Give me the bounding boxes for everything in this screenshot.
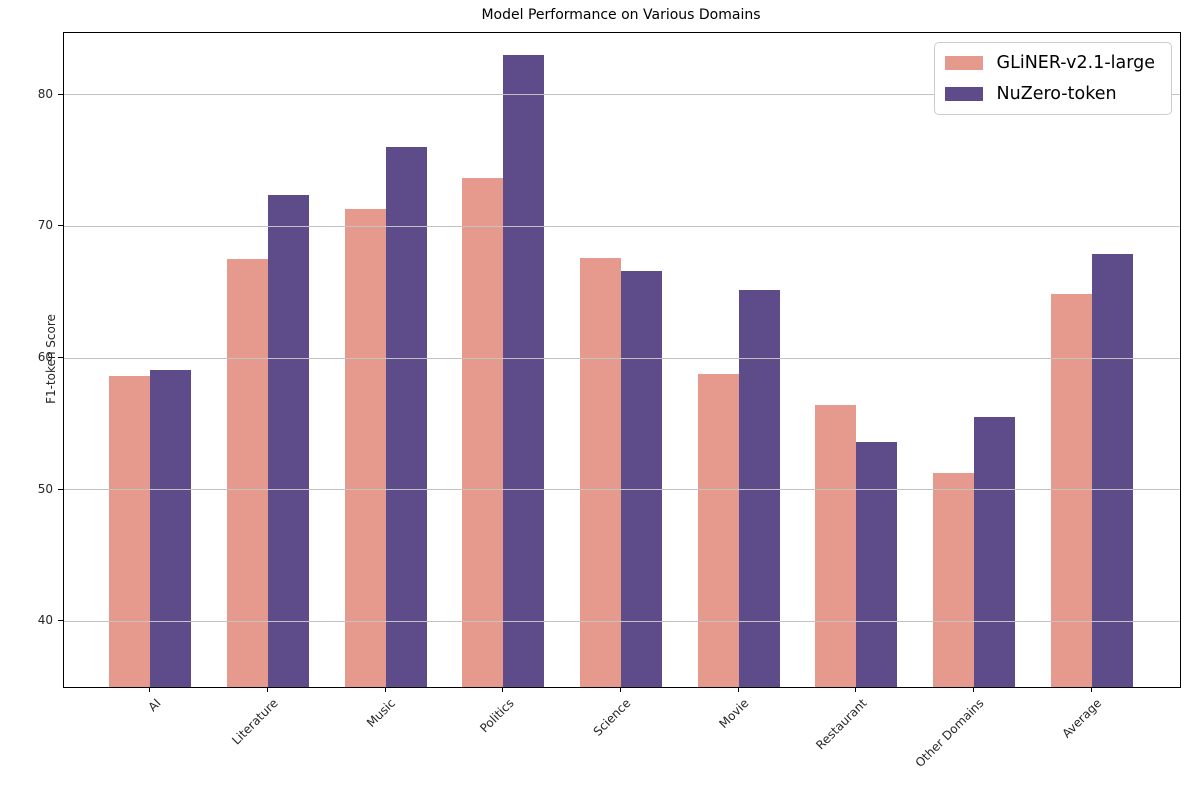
x-tick-mark-ai [149,687,151,692]
gridline-y-40 [64,620,1180,622]
x-tick-mark-science [619,687,621,692]
legend-label-nuzero: NuZero-token [996,84,1117,104]
x-tick-label-literature: Literature [229,696,281,748]
x-tick-mark-literature [266,687,268,692]
y-tick-label-60: 60 [37,350,53,365]
gridline-y-70 [64,225,1180,227]
bar-gliner-v2-1-large-average [1050,293,1092,687]
bar-nuzero-token-music [385,147,427,687]
gridline-y-50 [64,489,1180,491]
bar-gliner-v2-1-large-other-domains [932,472,974,687]
gridline-y-80 [64,94,1180,96]
plot-area: GLiNER-v2.1-large NuZero-token [63,32,1181,688]
x-tick-label-ai: AI [145,696,164,715]
chart-title: Model Performance on Various Domains [481,7,761,23]
legend-swatch-nuzero [944,87,983,101]
x-tick-mark-music [384,687,386,692]
bar-gliner-v2-1-large-literature [226,259,268,687]
bar-nuzero-token-other-domains [973,417,1015,687]
legend-item-gliner: GLiNER-v2.1-large [944,53,1155,73]
y-tick-label-50: 50 [37,481,53,496]
bar-nuzero-token-ai [150,369,192,687]
x-tick-label-average: Average [1059,696,1105,741]
legend-item-nuzero: NuZero-token [944,84,1155,104]
y-tick-label-40: 40 [37,613,53,628]
bar-nuzero-token-science [620,271,662,687]
bar-gliner-v2-1-large-ai [109,376,151,687]
bar-gliner-v2-1-large-music [344,209,386,687]
y-tick-mark-50 [58,488,63,490]
x-tick-label-other-domains: Other Domains [912,696,987,771]
x-tick-label-politics: Politics [476,696,517,736]
bar-gliner-v2-1-large-restaurant [815,405,857,687]
x-tick-label-restaurant: Restaurant [812,696,870,753]
legend: GLiNER-v2.1-large NuZero-token [933,42,1172,115]
bar-gliner-v2-1-large-movie [697,373,739,687]
y-tick-mark-70 [58,225,63,227]
gridline-y-60 [64,357,1180,359]
x-tick-mark-average [1090,687,1092,692]
y-tick-mark-80 [58,93,63,95]
x-tick-label-music: Music [364,696,399,731]
bar-nuzero-token-restaurant [856,442,898,687]
x-tick-mark-restaurant [855,687,857,692]
x-tick-mark-politics [502,687,504,692]
bar-nuzero-token-politics [503,55,545,687]
bar-nuzero-token-average [1091,254,1133,687]
y-tick-label-80: 80 [37,86,53,101]
bar-gliner-v2-1-large-science [579,258,621,687]
bar-nuzero-token-literature [267,194,309,687]
legend-label-gliner: GLiNER-v2.1-large [996,53,1155,73]
y-tick-mark-60 [58,357,63,359]
x-tick-mark-movie [737,687,739,692]
legend-swatch-gliner [944,56,983,70]
bar-gliner-v2-1-large-politics [462,177,504,687]
y-tick-mark-40 [58,620,63,622]
x-tick-label-science: Science [591,696,634,739]
x-tick-mark-other-domains [972,687,974,692]
y-tick-label-70: 70 [37,218,53,233]
x-tick-label-movie: Movie [716,696,752,732]
